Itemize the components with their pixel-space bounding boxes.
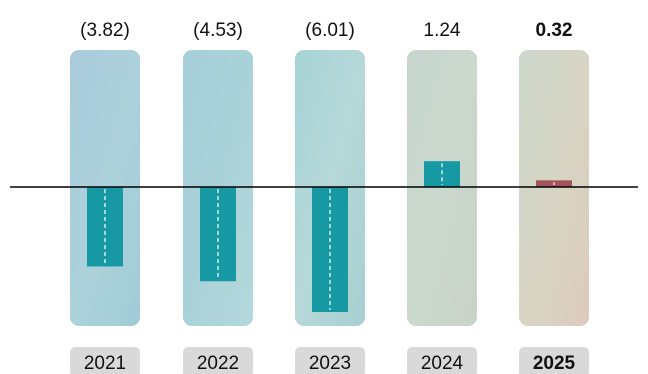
year-label-2023: 2023	[309, 353, 351, 374]
year-badge-2023	[295, 347, 365, 374]
value-label-2024: 1.24	[424, 20, 461, 41]
year-badge-2021	[70, 347, 140, 374]
value-label-2023: (6.01)	[305, 20, 355, 41]
year-label-2025: 2025	[533, 353, 576, 374]
year-label-2024: 2024	[421, 353, 464, 374]
year-label-2021: 2021	[84, 353, 126, 374]
column-bg-2025	[519, 50, 589, 326]
year-label-2022: 2022	[197, 353, 239, 374]
bar-2023	[312, 187, 348, 313]
column-bg-2024	[407, 50, 477, 326]
year-badge-2022	[183, 347, 253, 374]
value-label-2021: (3.82)	[80, 20, 130, 41]
value-label-2025: 0.32	[536, 20, 573, 41]
year-badge-2025	[519, 347, 589, 374]
year-badge-2024	[407, 347, 477, 374]
value-label-2022: (4.53)	[193, 20, 243, 41]
